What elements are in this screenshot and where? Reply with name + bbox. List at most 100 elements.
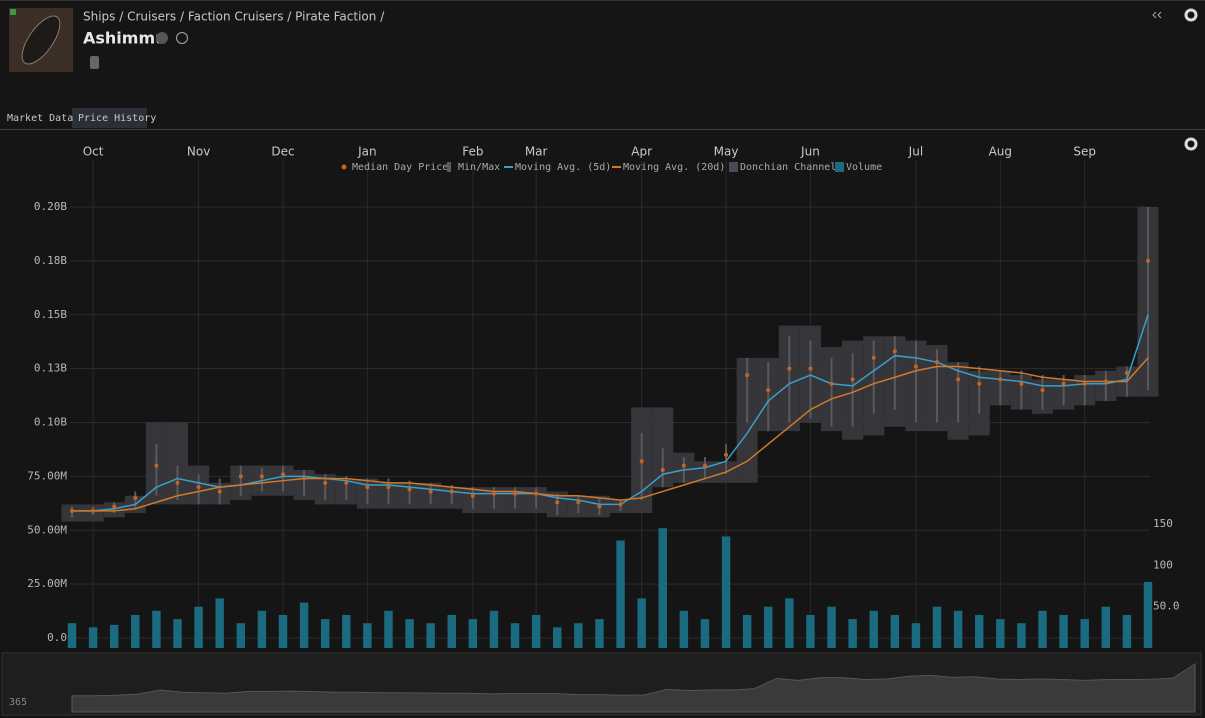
median-point (639, 459, 644, 464)
moving-average (72, 357, 1149, 512)
median-point (829, 381, 834, 386)
collapse-button[interactable] (1152, 11, 1162, 19)
median-point (70, 508, 74, 513)
median-point (1019, 381, 1024, 386)
tab-divider (0, 129, 1205, 130)
volume-bar (911, 623, 921, 648)
moving-average (72, 314, 1149, 512)
median-point (660, 467, 665, 472)
median-point (323, 480, 328, 485)
median-point (238, 474, 243, 479)
median-point (702, 463, 707, 468)
tab-active[interactable]: Price History (78, 113, 156, 124)
x-tick-label: Aug (989, 145, 1012, 159)
median-point (449, 489, 454, 494)
median-point (133, 495, 138, 500)
tab[interactable]: Market Data (7, 113, 73, 124)
volume-bar (194, 606, 203, 648)
volume-bar (109, 624, 119, 648)
median-point (386, 485, 391, 490)
y-tick-label: 0.20B (34, 200, 67, 213)
volume-bar (1122, 614, 1132, 648)
median-point (407, 487, 412, 492)
x-tick-label: Jan (357, 145, 377, 159)
median-point (745, 373, 750, 378)
chart-settings[interactable] (1184, 137, 1198, 151)
volume-bar (131, 614, 140, 648)
volume-bar (785, 598, 794, 648)
ship-shape (21, 15, 61, 65)
navigator-label: 365 (9, 697, 27, 708)
volume-bar (67, 623, 77, 648)
median-point (428, 489, 433, 494)
legend-label: Moving Avg. (5d) (515, 162, 611, 173)
x-tick-label: Dec (271, 145, 294, 159)
volume-bar (1017, 623, 1026, 648)
legend-swatch (447, 162, 451, 172)
median-point (365, 485, 370, 490)
y2-tick-label: 50.0 (1153, 600, 1180, 613)
median-point (154, 463, 159, 468)
median-point (1124, 370, 1129, 375)
median-point (618, 502, 623, 507)
legend-swatch (835, 162, 844, 172)
median-point (491, 491, 496, 496)
median-point (1040, 388, 1045, 393)
navigator-area (71, 662, 1196, 713)
doc-icon[interactable] (90, 56, 99, 69)
median-point (787, 366, 792, 371)
donchian-band (652, 407, 674, 488)
median-point (217, 489, 222, 494)
volume-bar (278, 614, 288, 648)
volume-bar (616, 540, 625, 648)
median-point (112, 504, 117, 509)
median-point (470, 493, 475, 498)
median-point (597, 504, 602, 509)
x-tick-label: Nov (187, 145, 210, 159)
median-point (808, 366, 813, 371)
volume-bar (658, 528, 667, 648)
volume-bar (595, 619, 604, 648)
active-tab-bg (72, 108, 147, 128)
median-point (259, 474, 264, 479)
legend-swatch (729, 162, 738, 172)
donchian-band (166, 422, 189, 505)
settings-button[interactable] (1184, 8, 1198, 22)
volume-bar (700, 619, 710, 648)
median-point (196, 485, 201, 490)
volume-bar (869, 610, 878, 648)
volume-bar (1143, 581, 1153, 648)
volume-bar (1080, 619, 1089, 648)
y-tick-label: 50.00M (27, 523, 67, 536)
volume-bar (342, 614, 351, 648)
volume-bar (637, 598, 646, 648)
volume-bar (679, 610, 689, 648)
volume-bar (953, 610, 963, 648)
volume-bar (173, 619, 182, 648)
item-title: Ashimmu (83, 29, 167, 48)
volume-bar (426, 623, 435, 648)
volume-bar (257, 610, 267, 648)
median-point (956, 377, 961, 382)
median-point (998, 377, 1003, 382)
y2-tick-label: 150 (1153, 517, 1173, 530)
volume-bar (932, 606, 942, 648)
x-tick-label: Jun (800, 145, 820, 159)
info-button[interactable] (156, 32, 168, 44)
median-point (892, 349, 897, 354)
x-tick-label: Jul (908, 145, 923, 159)
volume-bar (574, 623, 583, 648)
median-point (724, 452, 729, 457)
volume-bar (320, 619, 330, 648)
target-button[interactable] (176, 32, 188, 44)
volume-bar (996, 619, 1005, 648)
volume-bar (721, 536, 731, 648)
median-point (175, 480, 180, 485)
breadcrumb[interactable]: Ships / Cruisers / Faction Cruisers / Pi… (83, 10, 385, 24)
legend-label: Moving Avg. (20d) (623, 162, 725, 173)
legend-label: Donchian Channel (740, 162, 836, 173)
volume-bar (468, 619, 478, 648)
